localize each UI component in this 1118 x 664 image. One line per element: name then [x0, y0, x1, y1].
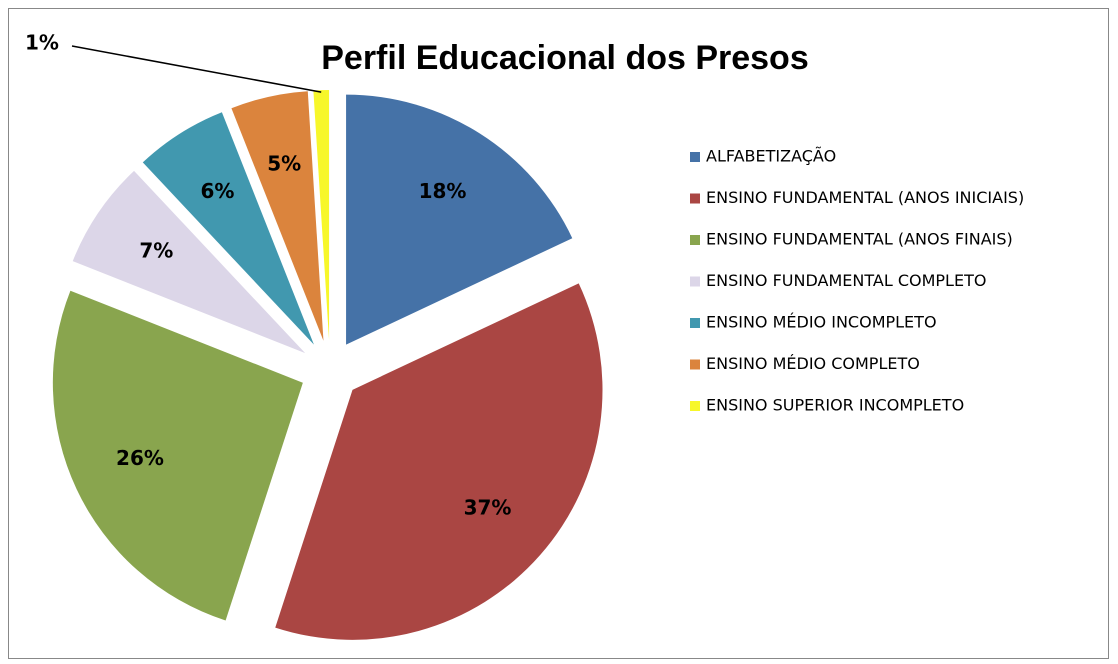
legend-label: ENSINO FUNDAMENTAL (ANOS INICIAIS): [706, 188, 1024, 207]
legend-label: ENSINO FUNDAMENTAL (ANOS FINAIS): [706, 230, 1013, 249]
legend-swatch: [690, 318, 700, 328]
legend-label: ALFABETIZAÇÃO: [706, 147, 836, 166]
data-label: 5%: [267, 152, 301, 176]
legend-swatch: [690, 401, 700, 411]
chart-title: Perfil Educacional dos Presos: [321, 39, 809, 77]
data-label: 18%: [419, 179, 467, 203]
pie-slice: [142, 112, 314, 345]
legend-label: ENSINO MÉDIO INCOMPLETO: [706, 313, 937, 332]
pie-slice: [52, 290, 303, 621]
data-label: 37%: [464, 495, 512, 519]
pie-slice: [72, 170, 306, 354]
legend-label: ENSINO MÉDIO COMPLETO: [706, 354, 920, 373]
legend-label: ENSINO SUPERIOR INCOMPLETO: [706, 396, 964, 415]
data-label: 7%: [139, 238, 173, 262]
legend-swatch: [690, 152, 700, 162]
leader-line: [71, 45, 322, 93]
pie-slice: [275, 283, 603, 640]
pie-slice: [346, 94, 573, 345]
pie-slice: [231, 91, 324, 341]
data-label: 1%: [25, 31, 59, 55]
legend-swatch: [690, 359, 700, 370]
legend-swatch: [690, 276, 700, 287]
legend-swatch: [690, 193, 700, 204]
legend-label: ENSINO FUNDAMENTAL COMPLETO: [706, 271, 986, 290]
pie-slice: [313, 90, 330, 341]
data-label: 6%: [200, 179, 234, 203]
legend-swatch: [690, 235, 700, 245]
data-label: 26%: [116, 446, 164, 470]
